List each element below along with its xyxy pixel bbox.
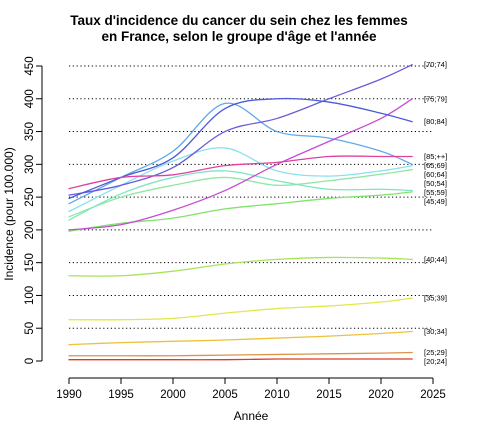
series-end-label: [85;++]: [424, 152, 447, 161]
series-labels: [70;74] [75;79] [80;84] [85;++][65;69][60;6…: [424, 60, 447, 366]
series-end-label: [45;49]: [424, 197, 447, 206]
series-line: [68, 98, 413, 231]
series-end-label: [60;64]: [424, 170, 447, 179]
series-end-label: [35;39]: [424, 294, 447, 303]
series-line: [68, 102, 413, 205]
y-tick-label: 100: [24, 286, 36, 305]
series-line: [68, 351, 413, 357]
x-tick-label: 2025: [420, 389, 446, 401]
y-tick-label: 450: [24, 56, 36, 75]
series-end-label: [50;54]: [424, 179, 447, 188]
y-axis-ticks: 0 50 100 150 200 250 300 350 400 450: [24, 56, 42, 364]
x-tick-label: 2005: [212, 389, 238, 401]
grid: [69, 65, 433, 329]
chart-title-line-2: en France, selon le groupe d'âge et l'an…: [102, 29, 377, 44]
series-line: [68, 358, 413, 361]
series-end-label: [40;44]: [424, 255, 447, 264]
y-tick-label: 150: [24, 253, 36, 272]
series-line: [68, 64, 413, 196]
series-end-label: [65;69]: [424, 161, 447, 170]
y-axis-label: Incidence (pour 100.000): [2, 147, 16, 280]
series-line: [68, 168, 413, 218]
x-axis-label: Année: [234, 409, 269, 423]
x-tick-label: 1990: [56, 389, 82, 401]
series-end-label: [20;24]: [424, 357, 447, 366]
y-tick-label: 400: [24, 89, 36, 108]
series-line: [68, 256, 413, 277]
x-tick-label: 2000: [160, 389, 186, 401]
y-tick-label: 350: [24, 122, 36, 141]
x-tick-label: 1995: [108, 389, 134, 401]
series-line: [68, 330, 413, 346]
series-line: [68, 191, 413, 232]
chart-title-line-1: Taux d'incidence du cancer du sein chez …: [70, 13, 408, 28]
y-tick-label: 0: [24, 358, 36, 364]
y-tick-label: 250: [24, 188, 36, 207]
series-line: [68, 147, 413, 213]
x-axis-ticks: 1990 1995 2000 2005 2010 2015 2020 2025: [56, 378, 446, 401]
y-tick-label: 50: [24, 322, 36, 335]
series-end-label: [75;79]: [424, 94, 447, 103]
series-line: [68, 97, 413, 200]
series-end-label: [30;34]: [424, 327, 447, 336]
x-tick-label: 2015: [316, 389, 342, 401]
series-end-label: [55;59]: [424, 188, 447, 197]
x-tick-label: 2020: [368, 389, 394, 401]
x-tick-label: 2010: [264, 389, 290, 401]
series-end-label: [25;29]: [424, 348, 447, 357]
series-layer: [68, 64, 413, 361]
series-line: [68, 297, 413, 321]
y-tick-label: 200: [24, 220, 36, 239]
series-line: [68, 170, 413, 221]
series-line: [68, 155, 413, 190]
series-end-label: [70;74]: [424, 60, 447, 69]
y-tick-label: 300: [24, 155, 36, 174]
series-end-label: [80;84]: [424, 117, 447, 126]
